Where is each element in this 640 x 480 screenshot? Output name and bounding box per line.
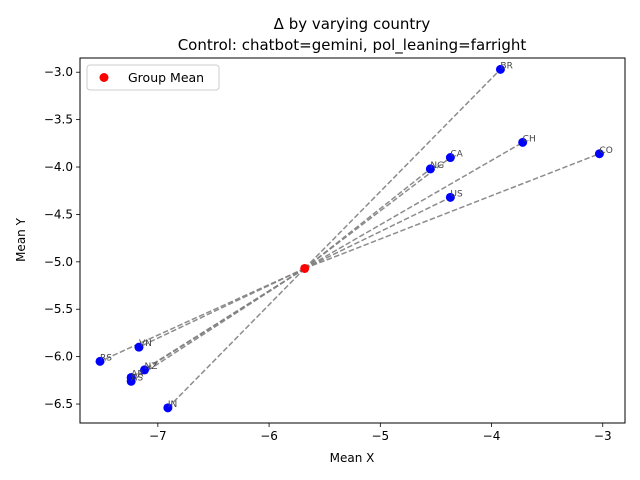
point-label: AS bbox=[131, 373, 143, 383]
x-tick-label: −7 bbox=[149, 429, 167, 443]
connector-line bbox=[304, 168, 431, 270]
point-label: CO bbox=[599, 146, 612, 156]
connector-line bbox=[304, 156, 451, 270]
data-point bbox=[95, 356, 105, 366]
x-axis-ticks: −7 −6 −5 −4 −3 bbox=[149, 423, 612, 443]
data-point bbox=[163, 403, 173, 413]
chart-title: Δ by varying country bbox=[274, 15, 431, 33]
point-label: AR bbox=[131, 369, 143, 379]
data-points bbox=[95, 64, 604, 413]
point-label: RS bbox=[100, 353, 112, 363]
legend-marker bbox=[99, 73, 109, 82]
connector-line bbox=[304, 141, 524, 270]
chart-subtitle: Control: chatbot=gemini, pol_leaning=far… bbox=[178, 36, 527, 55]
y-axis-label: Mean Y bbox=[14, 217, 28, 262]
connector-line bbox=[99, 267, 305, 363]
data-point bbox=[518, 137, 528, 147]
point-label: VN bbox=[139, 339, 152, 349]
x-tick-label: −3 bbox=[594, 429, 612, 443]
legend-label: Group Mean bbox=[128, 70, 204, 85]
point-label: US bbox=[450, 189, 463, 199]
x-tick-label: −6 bbox=[260, 429, 278, 443]
data-point bbox=[495, 64, 505, 74]
data-point bbox=[445, 192, 455, 202]
y-axis-ticks: −6.5 −6.0 −5.5 −5.0 −4.5 −4.0 −3.5 −3.0 bbox=[44, 65, 80, 411]
y-tick-label: −4.0 bbox=[44, 160, 73, 174]
y-tick-label: −3.5 bbox=[44, 113, 73, 127]
connector-lines bbox=[99, 68, 600, 409]
point-label: IN bbox=[168, 400, 177, 410]
plot-frame bbox=[79, 57, 626, 424]
legend-box bbox=[86, 64, 220, 91]
data-point bbox=[425, 164, 435, 174]
y-tick-label: −3.0 bbox=[44, 65, 73, 79]
connector-line bbox=[304, 196, 451, 270]
y-tick-label: −4.5 bbox=[44, 207, 73, 221]
data-point bbox=[126, 376, 136, 386]
x-axis-label: Mean X bbox=[330, 451, 375, 465]
x-tick-label: −5 bbox=[371, 429, 389, 443]
data-point bbox=[594, 149, 604, 159]
y-tick-label: −6.0 bbox=[44, 350, 73, 364]
legend: Group Mean bbox=[86, 64, 220, 91]
connector-line bbox=[304, 68, 501, 269]
point-label: BR bbox=[500, 61, 512, 71]
data-point bbox=[134, 342, 144, 352]
y-tick-label: −5.0 bbox=[44, 255, 73, 269]
connector-line bbox=[138, 267, 305, 348]
data-point bbox=[140, 365, 150, 375]
connector-line bbox=[167, 267, 306, 409]
point-label: CH bbox=[523, 134, 536, 144]
point-label: NZ bbox=[145, 362, 158, 372]
x-tick-label: −4 bbox=[483, 429, 501, 443]
connector-line bbox=[304, 153, 600, 270]
group-mean-point bbox=[300, 263, 310, 273]
y-tick-label: −6.5 bbox=[44, 397, 73, 411]
connector-line bbox=[130, 267, 306, 382]
point-label: NG bbox=[430, 161, 444, 171]
data-point bbox=[445, 153, 455, 163]
y-tick-label: −5.5 bbox=[44, 302, 73, 316]
point-label: CA bbox=[450, 150, 463, 160]
